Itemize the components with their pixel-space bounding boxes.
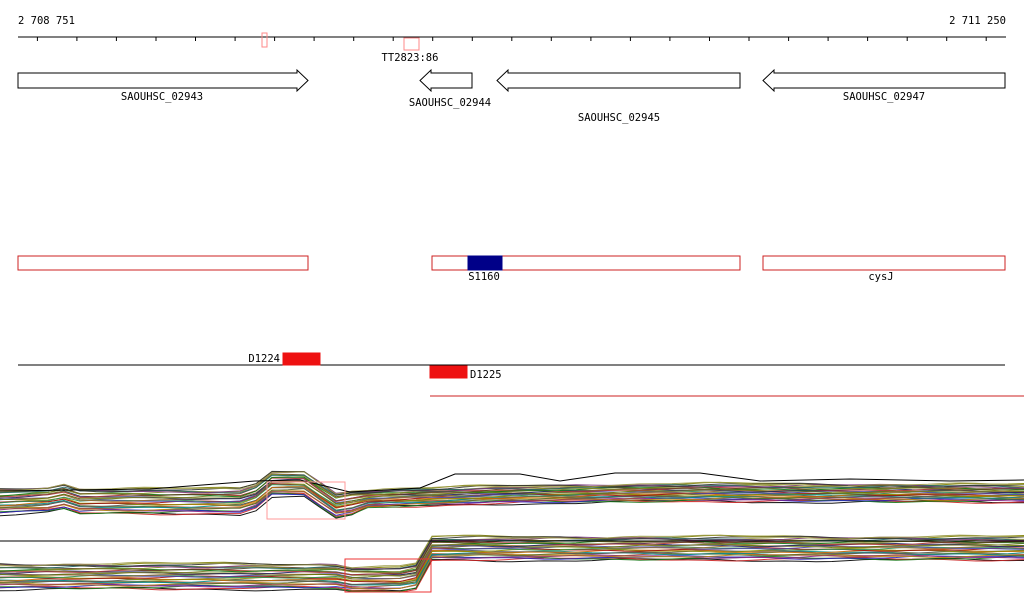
feature-box[interactable] (17, 255, 309, 271)
coverage-line (0, 484, 1024, 506)
coverage-highlight-box[interactable] (344, 558, 432, 593)
d-feature-label: D1225 (470, 369, 502, 381)
ruler-mark[interactable] (403, 37, 420, 51)
gene-arrow[interactable] (496, 68, 741, 93)
coverage-line (0, 481, 1024, 504)
coverage-line (0, 474, 1024, 496)
coverage-line (0, 557, 1024, 592)
coverage-line (0, 495, 1024, 519)
gene-label: SAOUHSC_02943 (121, 91, 203, 103)
gene-label: SAOUHSC_02947 (843, 91, 925, 103)
coverage-line (0, 553, 1024, 590)
feature-box[interactable] (762, 255, 1006, 271)
coverage-line (0, 556, 1024, 593)
ruler-mark[interactable] (261, 32, 268, 48)
coverage-line (0, 480, 1024, 505)
feature-subregion[interactable] (467, 255, 503, 271)
coverage-line (0, 534, 1024, 569)
gene-arrow[interactable] (762, 68, 1006, 93)
coverage-line (0, 493, 1024, 516)
coverage-line (0, 471, 1024, 494)
coverage-line (0, 546, 1024, 580)
coverage-panel-upper (0, 470, 1024, 520)
coverage-outlier-line (0, 472, 1024, 493)
coverage-line (0, 491, 1024, 514)
coverage-line (0, 555, 1024, 590)
coverage-highlight-box[interactable] (266, 481, 346, 520)
d-feature-label: D1224 (248, 353, 280, 365)
gene-arrow[interactable] (419, 68, 473, 93)
feature-box[interactable] (431, 255, 741, 271)
coverage-panel-lower (0, 534, 1024, 593)
gene-arrow[interactable] (17, 68, 309, 93)
gene-label: SAOUHSC_02944 (409, 97, 491, 109)
feature-label: S1160 (468, 271, 500, 283)
ruler-end-label: 2 711 250 (949, 15, 1006, 27)
coverage-line (0, 547, 1024, 584)
d-feature-box[interactable] (429, 365, 468, 379)
d-feature-box[interactable] (282, 352, 321, 366)
coverage-line (0, 552, 1024, 588)
ruler-mark-label: TT2823:86 (382, 52, 439, 64)
ruler-start-label: 2 708 751 (18, 15, 75, 27)
feature-label: cysJ (868, 271, 893, 283)
coverage-line (0, 491, 1024, 513)
ruler-ticks (36, 37, 987, 41)
gene-label: SAOUHSC_02945 (578, 112, 660, 124)
